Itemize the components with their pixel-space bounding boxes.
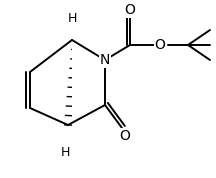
Text: H: H	[60, 145, 70, 158]
Text: O: O	[125, 3, 135, 17]
Text: O: O	[120, 129, 130, 143]
Text: O: O	[155, 38, 165, 52]
Text: N: N	[100, 53, 110, 67]
Text: H: H	[67, 12, 77, 25]
